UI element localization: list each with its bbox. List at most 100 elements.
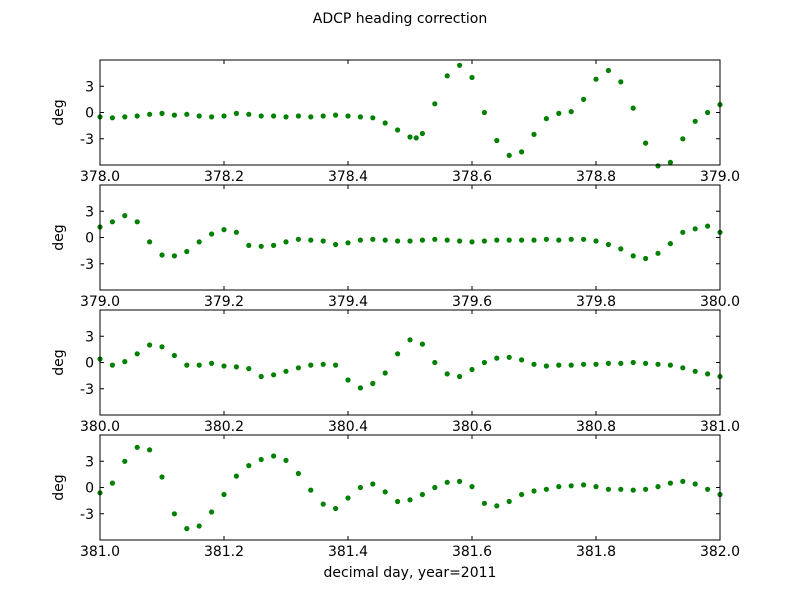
data-point [432,484,438,491]
data-point [680,136,686,142]
data-point [221,113,227,119]
data-point [333,112,339,118]
chart-title: ADCP heading correction [313,11,487,27]
data-point [643,360,649,366]
y-axis-label: deg [51,224,67,250]
x-tick-label: 381.6 [452,544,492,560]
data-point [519,357,525,363]
data-point [444,73,450,79]
data-point [134,351,140,357]
data-point [680,478,686,484]
data-point [196,239,202,245]
data-point [568,362,574,368]
data-point [382,489,388,495]
data-point [655,163,661,169]
data-point [667,241,674,247]
x-tick-label: 378.0 [80,169,120,185]
data-point [109,480,115,486]
data-point [506,498,512,505]
data-point [196,523,202,529]
x-tick-label: 378.6 [452,169,492,185]
data-point [432,236,438,242]
data-point [494,137,500,144]
data-point [519,149,525,155]
data-point [147,342,153,348]
x-tick-label: 380.2 [204,419,244,435]
data-point [109,219,115,225]
data-point [233,229,239,235]
y-tick-label: -3 [80,382,94,398]
data-point [531,131,537,137]
x-tick-label: 380.0 [80,419,120,435]
data-point [221,363,227,369]
data-point [159,344,165,350]
data-point [320,501,326,507]
subplot-4: 381.0 381.2 381.4 381.6 381.8 382.0 3 0 -3 deg [51,434,740,560]
data-point [283,457,289,463]
data-point [109,362,115,368]
data-point [147,239,153,245]
data-point [283,368,289,374]
data-point [246,242,252,248]
data-point [556,237,562,243]
data-point [705,223,711,229]
data-point [333,505,339,512]
data-point [692,481,698,487]
data-point [618,360,624,366]
data-point [147,447,153,453]
data-point [705,371,711,377]
data-point [506,237,512,243]
data-point [308,362,314,368]
data-point [531,488,537,494]
data-point [159,252,165,258]
axes-frame [99,434,721,541]
data-point [295,365,301,371]
data-point [531,237,537,243]
data-point [692,118,698,124]
data-point [209,114,215,120]
y-tick-label: 0 [85,106,94,122]
data-point [233,110,239,116]
data-point [370,236,376,242]
data-point [283,114,289,120]
data-point [209,509,215,515]
data-point [618,246,624,252]
data-point [320,113,326,119]
data-point [643,140,649,146]
data-point [395,351,401,357]
data-point [171,253,177,259]
data-point [680,229,686,235]
data-point [134,113,140,119]
data-point [605,67,612,74]
y-axis-label: deg [51,349,67,375]
data-point [308,114,314,120]
data-point [357,385,363,391]
data-point [556,362,562,368]
data-point [407,134,413,140]
data-point [506,152,512,158]
data-point [221,227,227,233]
data-point [345,495,351,501]
data-point [395,238,401,244]
data-point [382,120,388,126]
data-point [147,111,153,117]
x-tick-label: 382.0 [700,544,740,560]
data-point [543,363,550,369]
data-point [419,237,425,243]
data-point [469,239,475,245]
x-tick-label: 379.6 [452,294,492,310]
data-point [159,110,165,116]
series-points [97,213,723,262]
x-tick-label: 379.8 [576,294,616,310]
data-point [643,255,649,262]
x-tick-label: 378.8 [576,169,616,185]
data-point [345,377,351,383]
data-point [581,96,587,102]
x-tick-label: 381.2 [204,544,244,560]
data-point [271,453,277,459]
series-points [97,444,723,532]
data-point [568,483,574,489]
data-point [618,79,624,85]
data-point [333,362,339,368]
data-point [246,463,252,469]
